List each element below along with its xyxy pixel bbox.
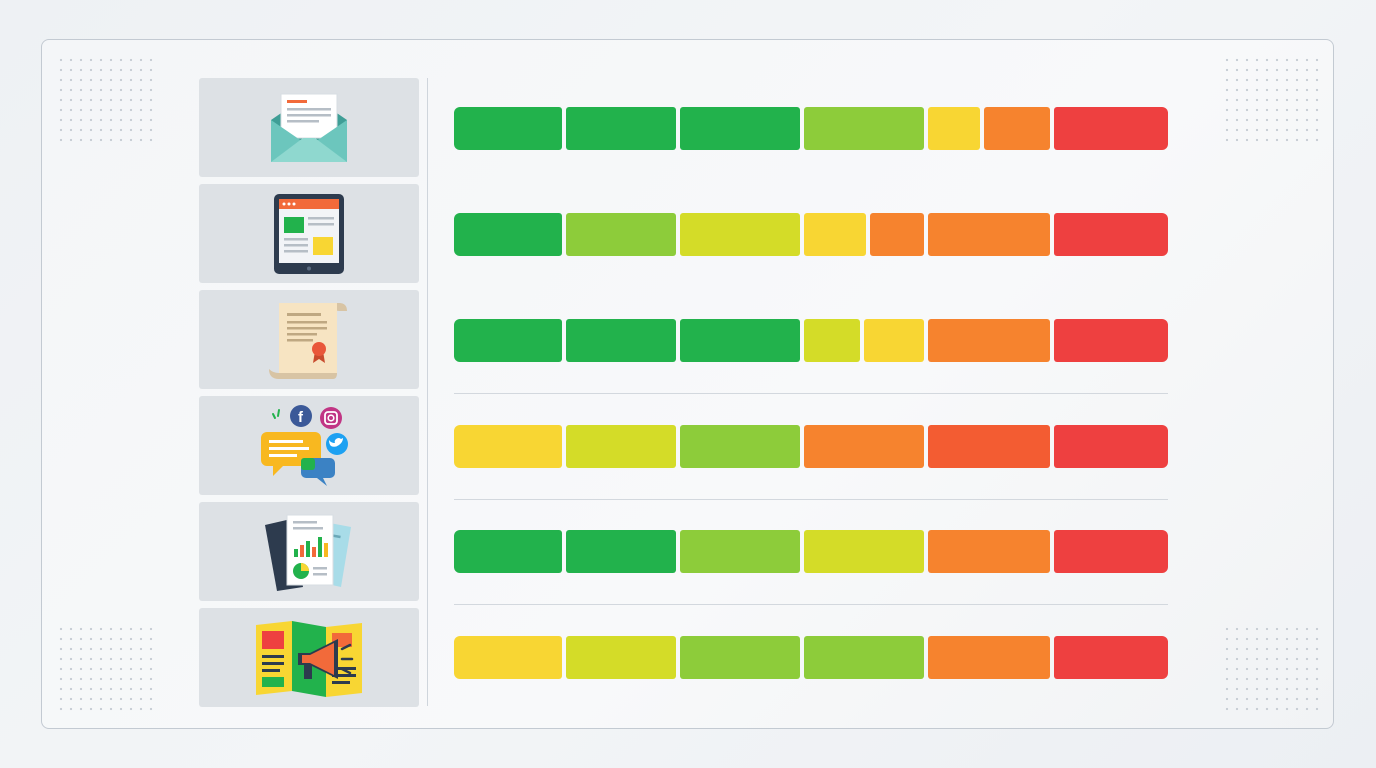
bar-segment-orange xyxy=(928,530,1050,573)
bar-segment-yellow xyxy=(454,636,562,679)
bar-segment-orange xyxy=(928,319,1050,362)
icon-column: f xyxy=(199,78,419,714)
bar-segment-green xyxy=(454,530,562,573)
icon-tile-6 xyxy=(199,608,419,707)
dot-pattern-top-left xyxy=(56,55,156,145)
bar-segment-green xyxy=(680,107,800,150)
social-media-chat-icon: f xyxy=(261,404,348,486)
row-separator xyxy=(454,499,1168,500)
bar-segment-red xyxy=(1054,213,1168,256)
bar-row-1 xyxy=(454,107,1168,150)
dot-pattern-top-right xyxy=(1222,55,1322,145)
bar-segment-red xyxy=(1054,319,1168,362)
bar-segment-green xyxy=(454,107,562,150)
bar-segment-orange xyxy=(804,425,924,468)
bar-segment-light-green xyxy=(804,107,924,150)
icon-tile-3 xyxy=(199,290,419,389)
bar-segment-light-green xyxy=(566,213,676,256)
bar-segment-lime xyxy=(680,213,800,256)
bar-segment-light-green xyxy=(680,530,800,573)
bar-segment-light-green xyxy=(680,636,800,679)
bar-segment-lime xyxy=(566,425,676,468)
bar-row-2 xyxy=(454,213,1168,256)
bar-segment-lime xyxy=(804,319,860,362)
bar-segment-red xyxy=(1054,636,1168,679)
bar-segment-yellow xyxy=(928,107,980,150)
scroll-certificate-icon xyxy=(269,302,347,379)
row-separator xyxy=(454,604,1168,605)
bar-row-5 xyxy=(454,530,1168,573)
bar-segment-green xyxy=(454,213,562,256)
bar-segment-yellow xyxy=(804,213,866,256)
bar-segment-orange xyxy=(984,107,1050,150)
bar-segment-yellow xyxy=(864,319,924,362)
column-divider xyxy=(427,78,428,706)
bar-row-3 xyxy=(454,319,1168,362)
bar-segment-orange xyxy=(870,213,924,256)
dot-pattern-bottom-right xyxy=(1222,624,1322,714)
bar-segment-red xyxy=(1054,425,1168,468)
bar-segment-yellow xyxy=(454,425,562,468)
bar-segment-light-green xyxy=(680,425,800,468)
bar-segment-light-green xyxy=(804,636,924,679)
bar-segment-green xyxy=(680,319,800,362)
envelope-icon xyxy=(271,93,347,162)
tablet-webpage-icon xyxy=(274,193,344,274)
bar-segment-lime xyxy=(804,530,924,573)
bar-segment-green xyxy=(566,319,676,362)
bar-segment-green xyxy=(566,530,676,573)
row-separator xyxy=(454,393,1168,394)
icon-tile-2 xyxy=(199,184,419,283)
bar-segment-red xyxy=(1054,530,1168,573)
bar-segment-green xyxy=(454,319,562,362)
bar-segment-red-orange xyxy=(928,425,1050,468)
bar-segment-orange xyxy=(928,213,1050,256)
icon-tile-1 xyxy=(199,78,419,177)
bar-row-6 xyxy=(454,636,1168,679)
icon-tile-4: f xyxy=(199,396,419,495)
bar-segment-orange xyxy=(928,636,1050,679)
svg-text:f: f xyxy=(298,409,304,426)
bar-row-4 xyxy=(454,425,1168,468)
report-charts-icon xyxy=(265,514,351,591)
bar-segment-green xyxy=(566,107,676,150)
brochure-megaphone-icon xyxy=(256,620,362,697)
bar-segment-red xyxy=(1054,107,1168,150)
icon-tile-5 xyxy=(199,502,419,601)
dot-pattern-bottom-left xyxy=(56,624,156,714)
bar-segment-lime xyxy=(566,636,676,679)
